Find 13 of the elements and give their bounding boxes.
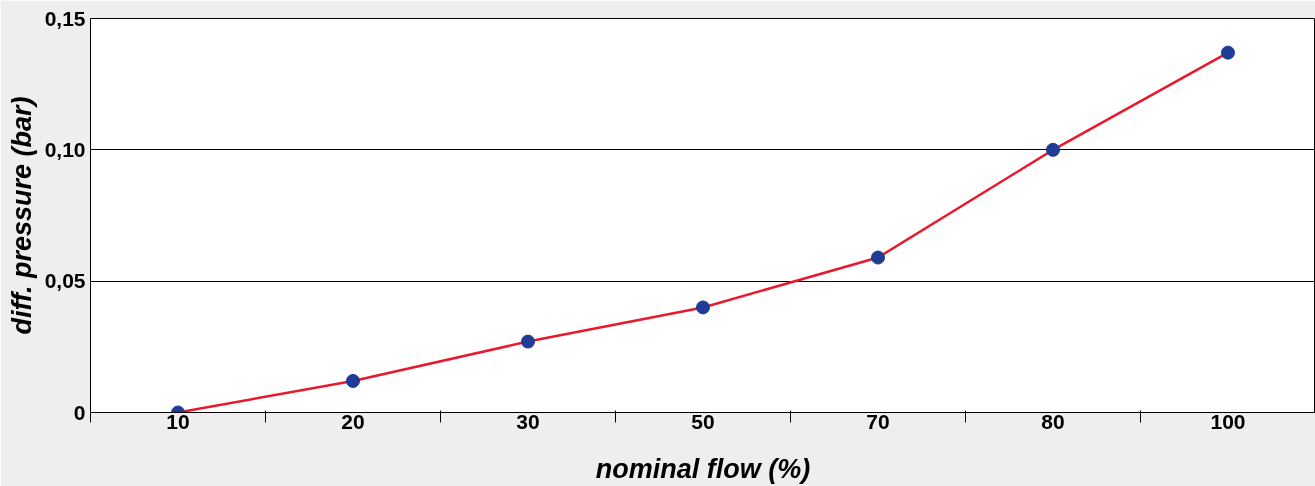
x-axis-title: nominal flow (%) [595,453,811,484]
y-tick-label: 0 [73,400,86,424]
y-tick-label: 0,05 [44,269,86,293]
x-tick-label: 10 [166,409,190,433]
y-axis-title: diff. pressure (bar) [6,96,37,335]
x-tick-label: 80 [1041,409,1065,433]
y-tick-label: 0,10 [44,137,86,161]
x-tick-label: 20 [341,409,365,433]
x-tick-label: 30 [516,409,540,433]
x-tick-label: 70 [866,409,890,433]
x-tick-label: 50 [691,409,715,433]
x-tick-label: 100 [1210,409,1246,433]
y-tick-label: 0,15 [44,6,86,30]
